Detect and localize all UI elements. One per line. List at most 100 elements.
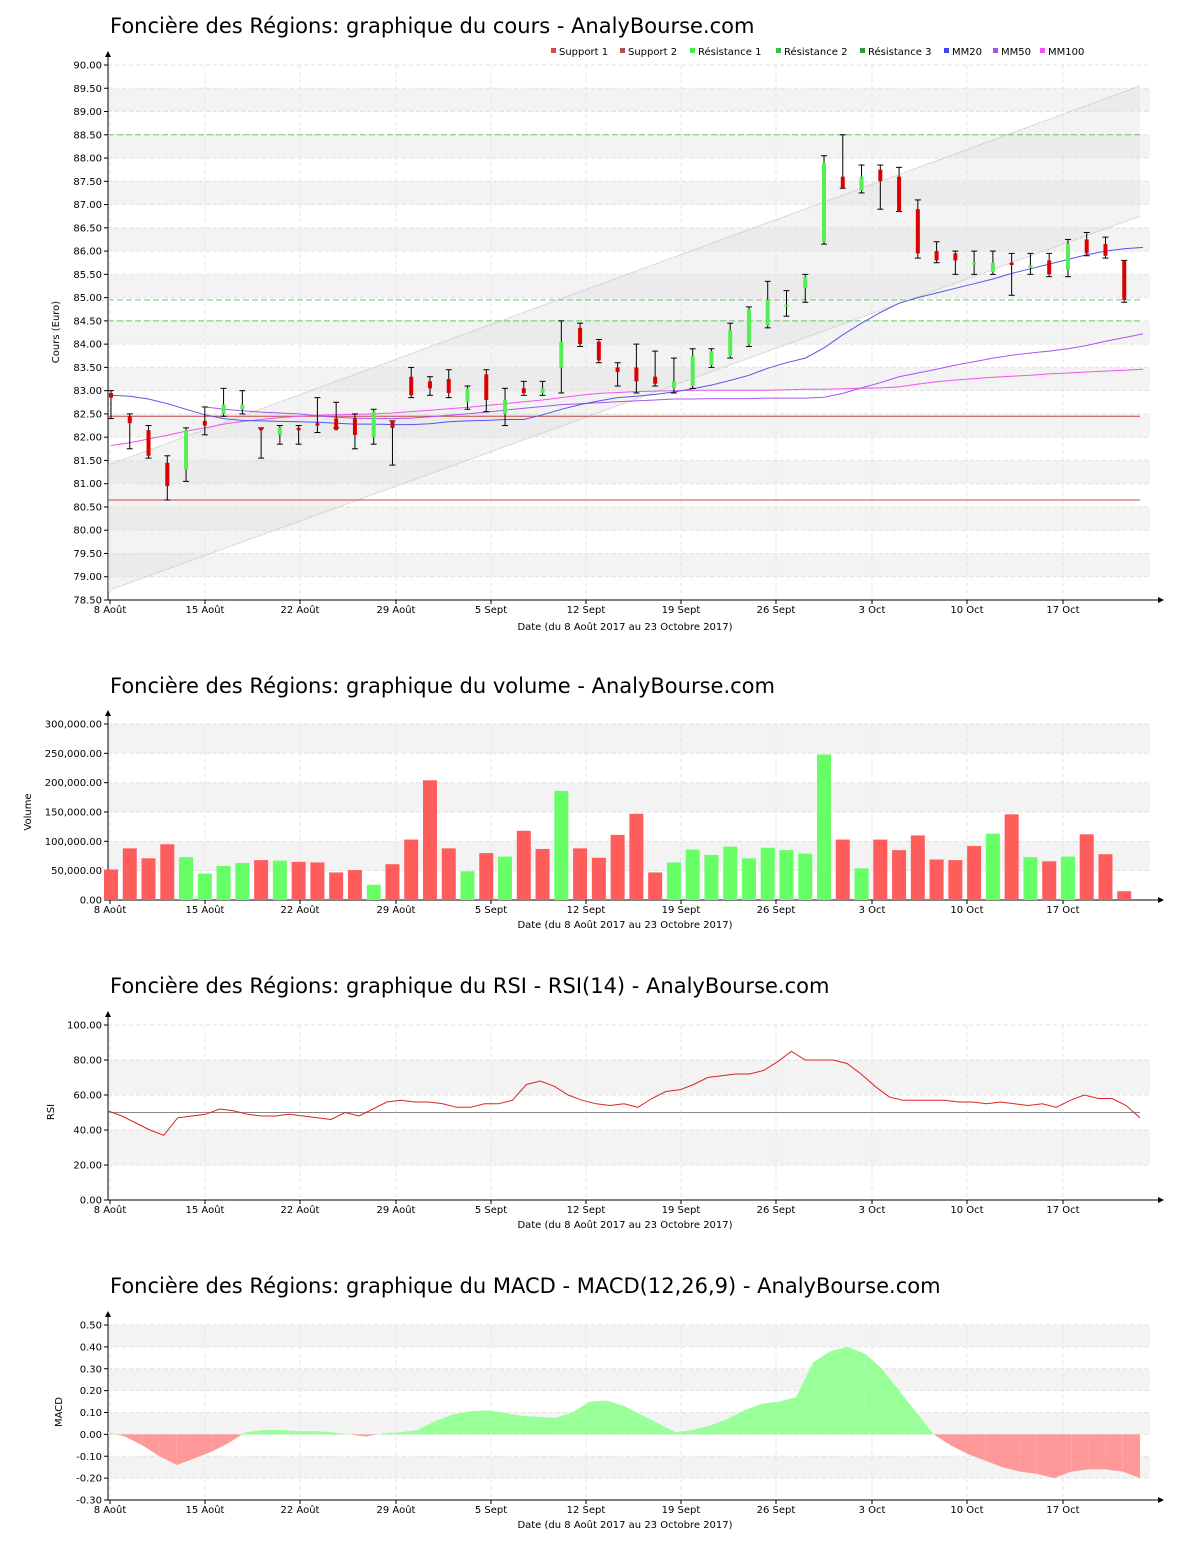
legend-swatch xyxy=(944,48,949,53)
price-y-axis-label: Cours (Euro) xyxy=(51,301,62,364)
rsi-xtick-label: 17 Oct xyxy=(1046,1205,1079,1216)
candle-body-down xyxy=(390,420,395,428)
volume-bar-down xyxy=(347,870,362,900)
price-ytick-label: 85.50 xyxy=(73,270,102,281)
channel-lower-line xyxy=(107,215,1141,592)
volume-bar-down xyxy=(591,857,606,900)
rsi-xtick-label: 10 Oct xyxy=(950,1205,983,1216)
rsi-ytick-label: 20.00 xyxy=(73,1161,102,1172)
candle xyxy=(164,455,171,501)
macd-ytick-label: -0.30 xyxy=(76,1496,102,1507)
rsi-x-arrow xyxy=(1158,1197,1164,1203)
candle-body-up xyxy=(559,341,564,368)
mm100-line xyxy=(110,368,1144,446)
candle-body-up xyxy=(671,381,676,389)
volume-y-arrow xyxy=(105,710,111,716)
candle xyxy=(258,427,265,459)
volume-xtick-label: 19 Sept xyxy=(662,905,701,916)
volume-bar-up xyxy=(197,873,212,900)
candle xyxy=(595,338,602,364)
candle xyxy=(1083,231,1090,257)
price-xtick-label: 26 Sept xyxy=(757,605,796,616)
candle xyxy=(483,369,490,413)
rsi-xtick-label: 15 Août xyxy=(186,1204,225,1216)
candle-body-up xyxy=(803,276,808,289)
macd-area-positive xyxy=(434,1414,452,1435)
price-xtick-label: 12 Sept xyxy=(567,605,606,616)
candle-body-down xyxy=(427,381,432,389)
volume-bar-up xyxy=(854,868,869,900)
macd-xtick-label: 3 Oct xyxy=(859,1505,886,1516)
macd-ytick-label: 0.50 xyxy=(80,1321,102,1332)
volume-ytick-label: 250,000.00 xyxy=(45,749,102,760)
macd-xtick-label: 8 Août xyxy=(94,1504,127,1516)
price-ytick-label: 83.50 xyxy=(73,363,102,374)
price-band xyxy=(108,88,1150,112)
candle xyxy=(201,406,208,436)
macd-area-negative xyxy=(116,1434,126,1437)
channel-upper-line xyxy=(107,85,1141,466)
legend-swatch xyxy=(1040,48,1045,53)
price-band xyxy=(108,367,1150,391)
volume-xtick-label: 12 Sept xyxy=(567,905,606,916)
mm50-line xyxy=(204,333,1144,420)
candle xyxy=(108,390,114,420)
candle xyxy=(389,420,396,466)
candle xyxy=(1027,252,1034,275)
candle-body-down xyxy=(915,209,920,254)
volume-bar-up xyxy=(216,865,231,900)
candle-body-down xyxy=(1122,260,1127,300)
price-ytick-label: 87.50 xyxy=(73,177,102,188)
candle xyxy=(1046,252,1053,278)
macd-band xyxy=(108,1368,1150,1391)
macd-chart-title: Foncière des Régions: graphique du MACD … xyxy=(110,1274,941,1298)
legend-swatch xyxy=(620,48,625,53)
price-chart-title: Foncière des Régions: graphique du cours… xyxy=(110,14,754,38)
volume-bar-down xyxy=(535,848,550,900)
macd-area-positive xyxy=(297,1431,315,1435)
candle-body-up xyxy=(540,388,545,393)
candle-body-down xyxy=(352,418,357,435)
price-xtick-label: 15 Août xyxy=(186,604,225,616)
legend-swatch xyxy=(690,48,695,53)
candle xyxy=(426,376,433,396)
volume-bar-up xyxy=(741,858,756,900)
candle xyxy=(689,348,696,389)
macd-xtick-label: 26 Sept xyxy=(757,1505,796,1516)
macd-ytick-label: 0.10 xyxy=(80,1408,102,1419)
candle-body-up xyxy=(221,404,226,414)
rsi-ytick-label: 80.00 xyxy=(73,1056,102,1067)
candle xyxy=(971,250,978,275)
macd-area-positive xyxy=(452,1411,470,1435)
volume-bar-up xyxy=(235,863,250,900)
price-ytick-label: 80.00 xyxy=(73,526,102,537)
candle xyxy=(727,322,734,359)
candle-body-down xyxy=(109,392,113,398)
price-xtick-label: 3 Oct xyxy=(859,605,886,616)
candle xyxy=(558,320,565,394)
rsi-ytick-label: 60.00 xyxy=(73,1091,102,1102)
macd-area-positive xyxy=(520,1415,538,1435)
candle-body-down xyxy=(1084,239,1089,254)
candle-body-down xyxy=(840,176,845,189)
candle xyxy=(802,273,809,303)
rsi-xtick-label: 5 Sept xyxy=(475,1205,507,1216)
price-ytick-label: 80.50 xyxy=(73,502,102,513)
candle-body-down xyxy=(296,427,301,431)
price-ytick-label: 84.00 xyxy=(73,340,102,351)
macd-area-positive xyxy=(469,1410,487,1435)
macd-area-negative xyxy=(366,1434,378,1437)
candle xyxy=(577,322,584,347)
price-xtick-label: 8 Août xyxy=(94,604,127,616)
volume-bar-down xyxy=(385,864,400,900)
candle-body-up xyxy=(822,162,827,242)
candle-body-down xyxy=(634,367,639,382)
volume-bar-down xyxy=(329,872,344,900)
candle-body-up xyxy=(859,176,864,191)
volume-x-axis-label: Date (du 8 Août 2017 au 23 Octobre 2017) xyxy=(517,919,732,931)
price-band xyxy=(108,460,1150,484)
volume-bar-up xyxy=(366,884,381,900)
macd-area-positive xyxy=(555,1412,573,1435)
candle-body-up xyxy=(240,404,245,410)
macd-area-positive xyxy=(314,1431,332,1435)
